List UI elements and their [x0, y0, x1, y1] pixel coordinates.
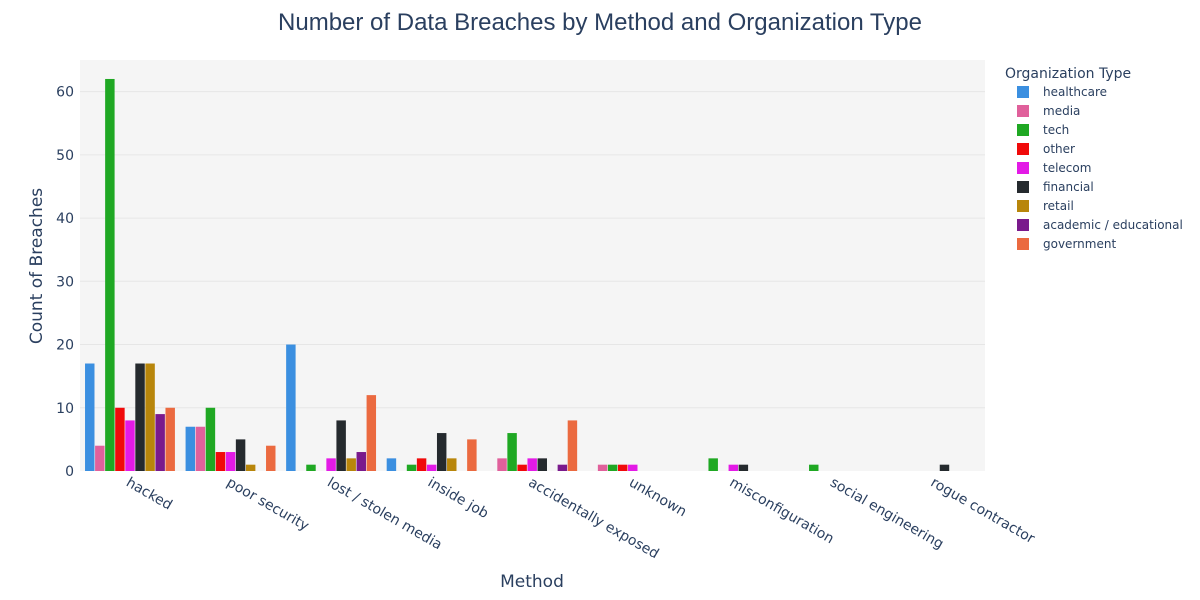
x-tick-label: misconfiguration — [727, 475, 837, 548]
legend-swatch — [1017, 219, 1029, 231]
bar-telecom-6 — [728, 464, 739, 471]
legend-item-label: healthcare — [1043, 85, 1107, 99]
y-tick-label: 20 — [56, 338, 74, 354]
legend-item-label: media — [1043, 104, 1080, 118]
bar-financial-4 — [537, 458, 547, 471]
x-tick-label: rogue contractor — [928, 475, 1038, 548]
x-axis-ticks: hacked poor security lost / stolen mediain… — [123, 475, 1037, 563]
legend-swatch — [1017, 105, 1029, 117]
bar-telecom-3 — [426, 464, 437, 471]
legend-item-label: retail — [1043, 199, 1074, 213]
y-tick-label: 30 — [56, 274, 74, 290]
bar-media-1 — [195, 426, 206, 471]
bar-other-4 — [517, 464, 527, 471]
y-tick-label: 40 — [56, 211, 74, 227]
y-tick-label: 50 — [56, 148, 74, 164]
bar-other-5 — [617, 464, 628, 471]
legend-title: Organization Type — [1005, 66, 1131, 82]
bar-healthcare-2 — [286, 344, 296, 471]
bar-academic-educational-0 — [155, 414, 165, 471]
bar-financial-3 — [436, 433, 447, 471]
x-axis-title: Method — [500, 572, 564, 592]
bar-government-0 — [165, 407, 175, 471]
legend-swatch — [1017, 238, 1029, 250]
bar-government-1 — [266, 445, 276, 471]
legend-swatch — [1017, 124, 1029, 136]
bar-financial-2 — [336, 420, 346, 471]
bar-financial-1 — [235, 439, 246, 471]
bar-healthcare-3 — [386, 458, 397, 471]
bar-media-4 — [497, 458, 507, 471]
bar-other-1 — [215, 452, 226, 471]
y-tick-label: 60 — [56, 85, 74, 101]
legend-item-label: financial — [1043, 180, 1094, 194]
y-tick-label: 10 — [56, 401, 74, 417]
bar-tech-2 — [306, 464, 316, 471]
legend-swatch — [1017, 162, 1029, 174]
x-tick-label: inside job — [425, 475, 491, 523]
bar-healthcare-0 — [85, 363, 95, 471]
bar-telecom-0 — [125, 420, 135, 471]
bar-tech-3 — [406, 464, 417, 471]
bar-government-4 — [567, 420, 578, 471]
bars — [85, 78, 950, 471]
gridlines — [80, 91, 985, 409]
bar-media-0 — [95, 445, 105, 471]
bar-retail-3 — [447, 458, 457, 471]
bar-financial-6 — [738, 464, 749, 471]
bar-financial-0 — [135, 363, 145, 471]
legend-item-label: other — [1043, 142, 1075, 156]
bar-tech-1 — [205, 407, 216, 471]
bar-media-5 — [597, 464, 608, 471]
bar-other-3 — [416, 458, 427, 471]
legend-item-label: academic / educational — [1043, 218, 1183, 232]
bar-telecom-2 — [326, 458, 336, 471]
bar-telecom-1 — [225, 452, 236, 471]
bar-academic-educational-2 — [356, 452, 366, 471]
bar-telecom-4 — [527, 458, 537, 471]
bar-other-0 — [115, 407, 125, 471]
bar-retail-2 — [346, 458, 356, 471]
bar-tech-5 — [607, 464, 618, 471]
legend-swatch — [1017, 86, 1029, 98]
y-axis-ticks: 0 10 20 30 40 50 60 — [56, 85, 74, 480]
bar-tech-6 — [708, 458, 718, 471]
plot-area — [80, 60, 985, 471]
bar-healthcare-1 — [185, 426, 196, 471]
y-tick-label: 0 — [65, 464, 74, 480]
bar-tech-0 — [105, 78, 115, 471]
bar-tech-7 — [809, 464, 819, 471]
legend-swatch — [1017, 143, 1029, 155]
legend-item-label: government — [1043, 237, 1116, 251]
legend-item-label: tech — [1043, 123, 1069, 137]
x-tick-label: unknown — [626, 475, 689, 521]
legend: Organization Type healthcare media tech oth… — [1005, 66, 1183, 251]
y-axis-title: Count of Breaches — [27, 188, 47, 344]
bar-retail-0 — [145, 363, 155, 471]
bar-academic-educational-4 — [557, 464, 568, 471]
legend-swatch — [1017, 181, 1029, 193]
bar-financial-8 — [939, 464, 950, 471]
x-tick-label: hacked — [123, 475, 175, 514]
legend-item-label: telecom — [1043, 161, 1091, 175]
bar-retail-1 — [245, 464, 256, 471]
x-tick-label: poor security — [224, 475, 312, 535]
bar-government-2 — [366, 395, 377, 471]
bar-tech-4 — [507, 433, 517, 471]
bar-government-3 — [467, 439, 477, 471]
chart-title: Number of Data Breaches by Method and Or… — [278, 9, 922, 36]
bar-telecom-5 — [628, 464, 638, 471]
legend-swatch — [1017, 200, 1029, 212]
